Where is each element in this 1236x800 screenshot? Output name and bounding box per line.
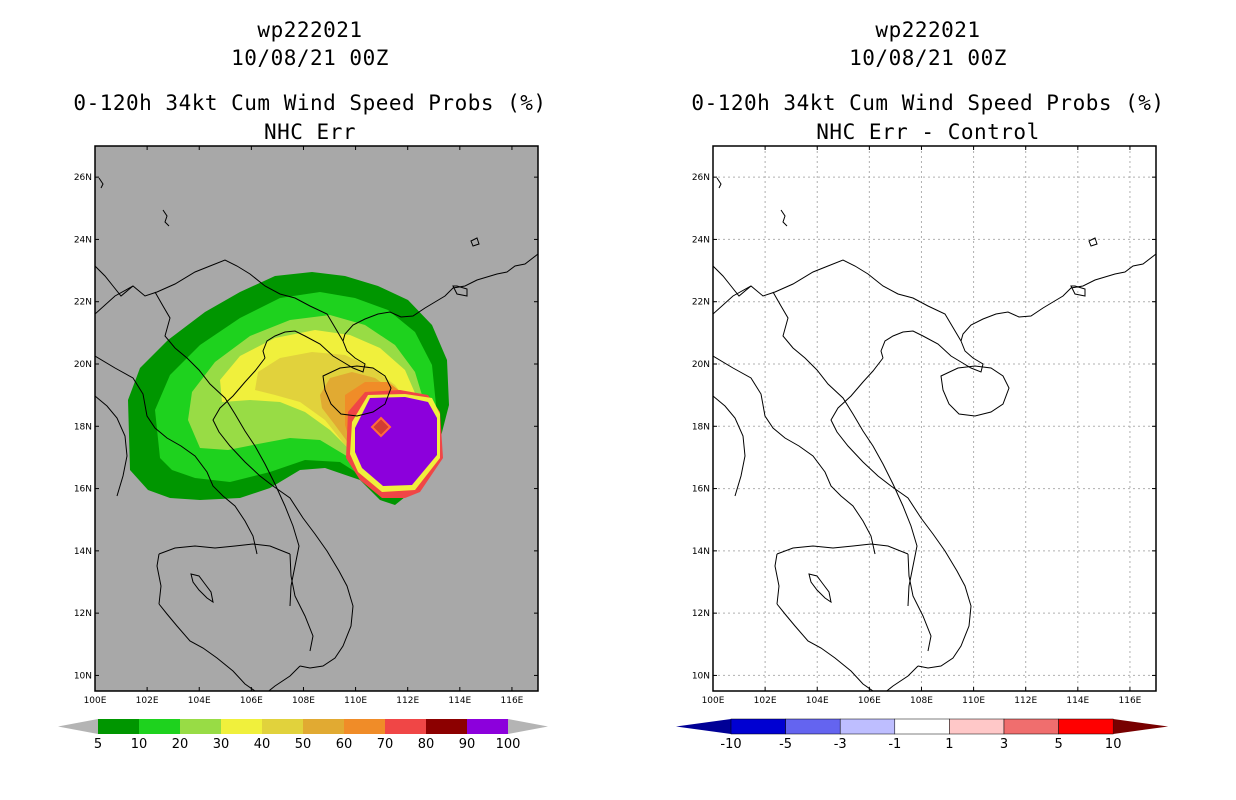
left-subtitle: NHC Err: [263, 120, 356, 144]
lon-label: 112E: [396, 696, 419, 706]
colorbar-label: -10: [720, 737, 741, 752]
lon-label: 108E: [292, 696, 315, 706]
colorbar-label: 3: [1000, 737, 1008, 752]
colorbar-high-arrow: [1113, 719, 1169, 734]
colorbar-swatch: [949, 718, 1005, 735]
colorbar-swatch: [262, 719, 303, 734]
lon-label: 110E: [962, 696, 985, 706]
lat-label: 16N: [692, 485, 710, 495]
left-probability-contours: [95, 177, 538, 691]
right-product-title: 0-120h 34kt Cum Wind Speed Probs (%): [691, 91, 1165, 115]
lat-label: 14N: [692, 547, 710, 557]
lat-label: 18N: [692, 422, 710, 432]
right-map-frame: [712, 145, 1157, 692]
colorbar-swatch: [1003, 718, 1059, 735]
colorbar-swatch: [785, 718, 841, 735]
colorbar-label: 30: [213, 737, 230, 752]
colorbar-label: 10: [131, 737, 148, 752]
lat-label: 16N: [74, 485, 92, 495]
right-gridlines: [713, 146, 1156, 691]
left-map-frame: [94, 145, 539, 692]
lat-label: 10N: [74, 671, 92, 681]
lon-label: 100E: [702, 696, 725, 706]
colorbar-swatch: [180, 719, 221, 734]
right-map-background: [713, 146, 1156, 691]
colorbar-label: 70: [377, 737, 394, 752]
lat-label: 10N: [692, 671, 710, 681]
colorbar-swatch: [894, 718, 950, 735]
right-colorbar: -10 -5 -3 -1 1 3 5 10: [676, 718, 1169, 752]
colorbar-low-arrow: [676, 719, 731, 734]
right-datetime: 10/08/21 00Z: [849, 46, 1007, 70]
lon-label: 102E: [136, 696, 159, 706]
colorbar-label: 1: [945, 737, 953, 752]
contour-100: [355, 397, 437, 486]
colorbar-swatch: [139, 719, 180, 734]
lat-label: 12N: [692, 609, 710, 619]
colorbar-low-arrow: [58, 719, 98, 734]
colorbar-swatch: [839, 718, 896, 735]
lon-label: 102E: [754, 696, 777, 706]
left-storm-id: wp222021: [257, 18, 363, 42]
lon-label: 114E: [448, 696, 471, 706]
lon-label: 104E: [806, 696, 829, 706]
lon-label: 106E: [858, 696, 881, 706]
colorbar-label: 60: [336, 737, 353, 752]
colorbar-label: -5: [779, 737, 792, 752]
lon-label: 100E: [84, 696, 107, 706]
colorbar-swatch: [344, 719, 385, 734]
left-map-panel: 100E 102E 104E 106E 108E 110E 112E 114E 116E 10N 1…: [74, 145, 539, 706]
lon-label: 108E: [910, 696, 933, 706]
lat-label: 22N: [692, 298, 710, 308]
lon-label: 114E: [1066, 696, 1089, 706]
colorbar-swatch: [730, 718, 786, 735]
colorbar-swatch: [467, 719, 508, 734]
left-datetime: 10/08/21 00Z: [231, 46, 389, 70]
colorbar-label: 100: [496, 737, 521, 752]
lon-label: 104E: [188, 696, 211, 706]
right-axis-ticks: 100E 102E 104E 106E 108E 110E 112E 114E 116E 10N 1…: [692, 146, 1156, 706]
right-storm-id: wp222021: [875, 18, 981, 42]
lon-label: 116E: [1119, 696, 1142, 706]
lat-label: 18N: [74, 422, 92, 432]
colorbar-swatch: [221, 719, 262, 734]
colorbar-swatch: [98, 719, 139, 734]
lat-label: 20N: [74, 360, 92, 370]
colorbar-label: 20: [172, 737, 189, 752]
colorbar-label: 90: [459, 737, 476, 752]
left-colorbar: 5 10 20 30 40 50 60 70 80 90 100: [58, 719, 548, 752]
colorbar-label: 5: [1054, 737, 1062, 752]
colorbar-label: 80: [418, 737, 435, 752]
lat-label: 12N: [74, 609, 92, 619]
lon-label: 116E: [501, 696, 524, 706]
colorbar-swatch: [303, 719, 344, 734]
lat-label: 26N: [692, 173, 710, 183]
lat-label: 24N: [692, 235, 710, 245]
lat-label: 14N: [74, 547, 92, 557]
right-subtitle: NHC Err - Control: [816, 120, 1040, 144]
lat-label: 24N: [74, 235, 92, 245]
colorbar-label: 50: [295, 737, 312, 752]
left-product-title: 0-120h 34kt Cum Wind Speed Probs (%): [73, 91, 547, 115]
colorbar-label: 10: [1105, 737, 1122, 752]
right-map-panel: 100E 102E 104E 106E 108E 110E 112E 114E 116E 10N 1…: [692, 145, 1157, 706]
colorbar-label: 40: [254, 737, 271, 752]
lat-label: 20N: [692, 360, 710, 370]
colorbar-high-arrow: [508, 719, 548, 734]
colorbar-label: -3: [834, 737, 847, 752]
colorbar-swatch: [426, 719, 467, 734]
colorbar-swatch: [385, 719, 426, 734]
storm-center-marker: [370, 416, 392, 438]
left-axis-ticks: 100E 102E 104E 106E 108E 110E 112E 114E 116E 10N 1…: [74, 146, 538, 706]
lat-label: 26N: [74, 173, 92, 183]
lon-label: 110E: [344, 696, 367, 706]
colorbar-label: 5: [94, 737, 102, 752]
colorbar-swatch: [1058, 718, 1114, 735]
lon-label: 112E: [1014, 696, 1037, 706]
lon-label: 106E: [240, 696, 263, 706]
colorbar-label: -1: [888, 737, 901, 752]
lat-label: 22N: [74, 298, 92, 308]
